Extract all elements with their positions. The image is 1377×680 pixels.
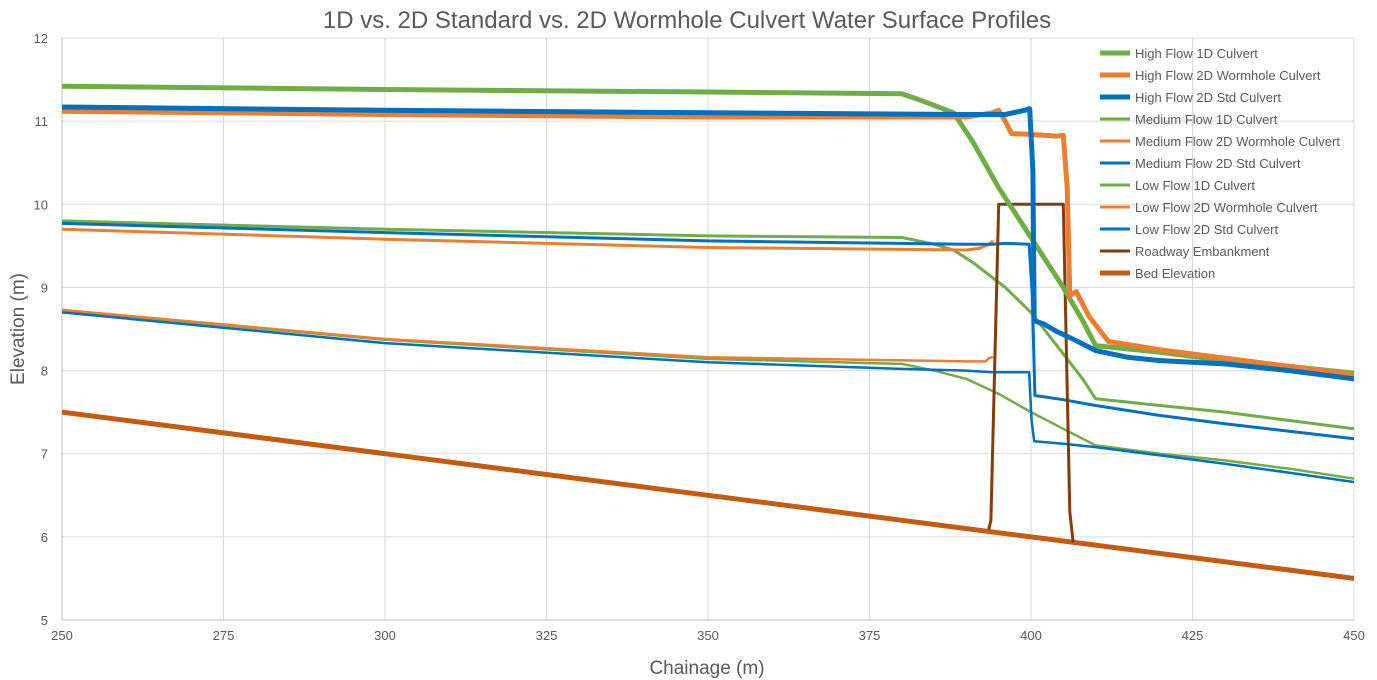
y-tick-labels: 5 6 7 8 9 10 11 12	[34, 31, 48, 628]
y-axis-label: Elevation (m)	[8, 273, 29, 385]
legend-entry: Low Flow 2D Wormhole Culvert	[1135, 200, 1318, 215]
series-line-high-flow-2d-std-culvert	[62, 104, 1354, 382]
x-tick-label: 450	[1343, 628, 1365, 643]
chart-title: 1D vs. 2D Standard vs. 2D Wormhole Culve…	[323, 7, 1051, 34]
x-tick-label: 300	[374, 628, 396, 643]
series-line-low-flow-1d-culvert	[62, 309, 1354, 480]
x-tick-label: 425	[1182, 628, 1204, 643]
legend-entry: High Flow 2D Wormhole Culvert	[1135, 68, 1321, 83]
y-tick-label: 11	[35, 114, 49, 129]
legend-entry: High Flow 2D Std Culvert	[1135, 90, 1281, 105]
legend-entry: Medium Flow 2D Wormhole Culvert	[1135, 134, 1340, 149]
x-tick-label: 325	[536, 628, 558, 643]
y-tick-label: 5	[41, 613, 48, 628]
legend-entry: Low Flow 2D Std Culvert	[1135, 222, 1278, 237]
legend-entry: Medium Flow 1D Culvert	[1135, 112, 1278, 127]
legend-entry: High Flow 1D Culvert	[1135, 46, 1258, 61]
y-tick-label: 8	[41, 364, 48, 379]
series-lines	[62, 83, 1354, 581]
legend-entry: Medium Flow 2D Std Culvert	[1135, 156, 1301, 171]
x-tick-label: 275	[213, 628, 235, 643]
legend: High Flow 1D Culvert High Flow 2D Wormhol…	[1100, 46, 1340, 281]
series-line-medium-flow-1d-culvert	[62, 219, 1354, 431]
legend-entry: Bed Elevation	[1135, 266, 1215, 281]
legend-entry: Low Flow 1D Culvert	[1135, 178, 1255, 193]
y-tick-label: 6	[41, 530, 48, 545]
y-tick-label: 9	[41, 280, 48, 295]
x-tick-label: 350	[697, 628, 719, 643]
x-tick-labels: 250 275 300 325 350 375 400 425 450	[51, 628, 1365, 643]
legend-entry: Roadway Embankment	[1135, 244, 1270, 259]
series-line-bed-elevation	[62, 409, 1354, 581]
y-tick-label: 10	[34, 197, 48, 212]
x-axis-label: Chainage (m)	[649, 658, 764, 679]
x-tick-label: 400	[1020, 628, 1042, 643]
series-line-low-flow-2d-std-culvert	[62, 311, 1354, 484]
series-line-low-flow-2d-wormhole-culvert	[62, 308, 994, 363]
y-tick-label: 12	[34, 31, 48, 46]
x-tick-label: 250	[51, 628, 73, 643]
axes	[61, 38, 1354, 621]
y-tick-label: 7	[41, 447, 48, 462]
x-tick-label: 375	[859, 628, 881, 643]
